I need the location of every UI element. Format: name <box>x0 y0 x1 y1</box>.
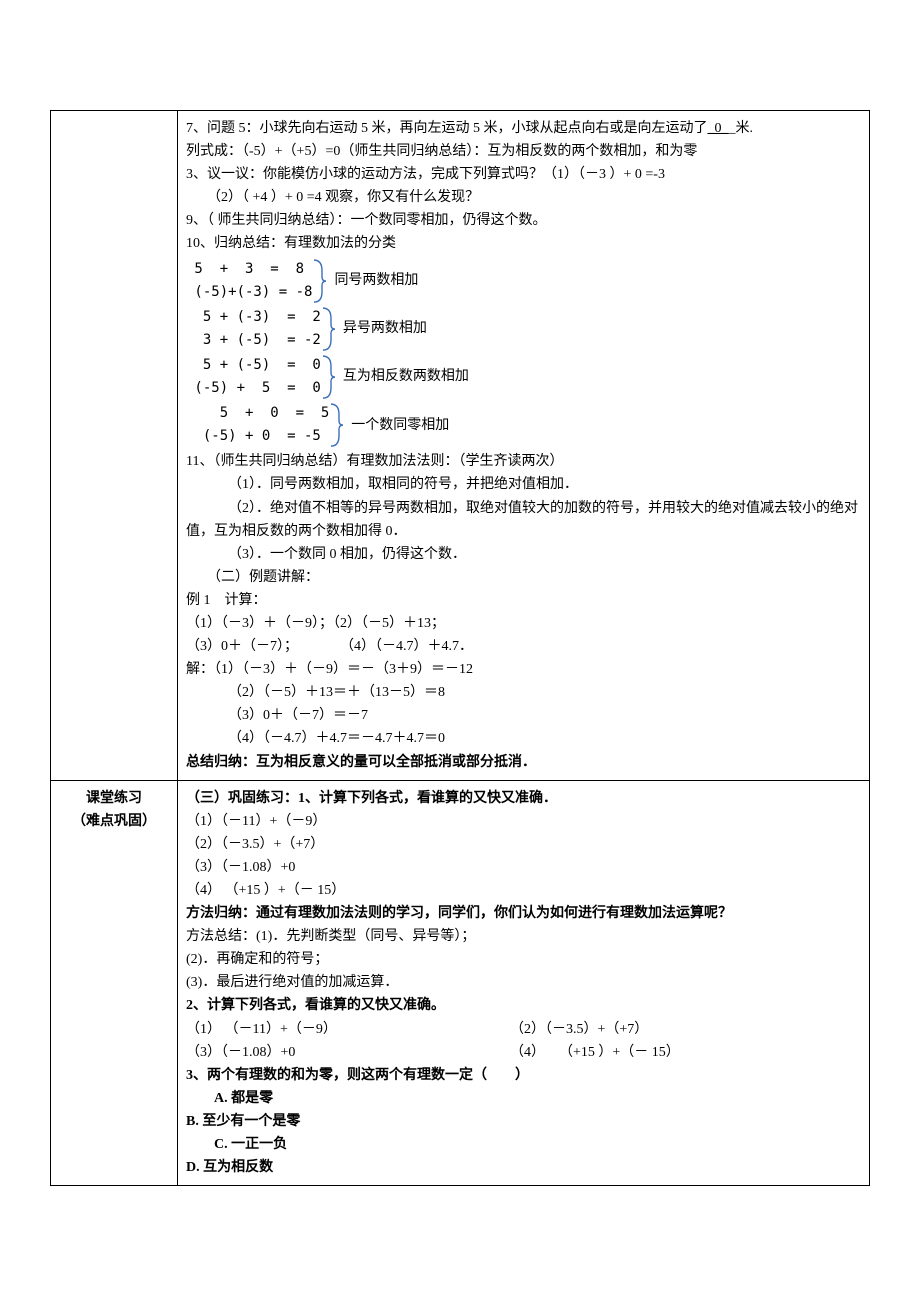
solution-1: 解：（1）（－3）＋（－9）＝－（3＋9）＝－12 <box>186 658 861 681</box>
line-9: 9、（ 师生共同归纳总结）：一个数同零相加，仍得这个数。 <box>186 209 861 232</box>
row1-side <box>51 111 178 781</box>
bracket-icon <box>329 402 343 448</box>
eq4a: 5 + 0 = 5 <box>186 402 329 425</box>
bracket-icon <box>321 354 335 400</box>
eq3b: (-5) + 5 = 0 <box>186 377 321 400</box>
summary: 总结归纳：互为相反意义的量可以全部抵消或部分抵消． <box>186 751 861 774</box>
p1-1: （1）（－11）+（－9） <box>186 810 861 833</box>
practice-2: 2、计算下列各式，看谁算的又快又准确。 <box>186 994 861 1017</box>
label-same-sign: 同号两数相加 <box>334 269 418 292</box>
pair-diff-sign: 5 + (-3) = 2 3 + (-5) = -2 异号两数相加 <box>186 306 861 352</box>
method-2: (2)．再确定和的符号； <box>186 948 861 971</box>
label-opposite: 互为相反数两数相加 <box>343 365 469 388</box>
rule-1: （1）．同号两数相加，取相同的符号，并把绝对值相加． <box>186 473 861 496</box>
q5-prefix: 7、问题 5：小球先向右运动 5 米，再向左运动 5 米，小球从起点向右或是向左… <box>186 121 708 136</box>
question-3: 3、两个有理数的和为零，则这两个有理数一定（ ） <box>186 1064 861 1087</box>
label-zero: 一个数同零相加 <box>351 414 449 437</box>
side-label-2: （难点巩固） <box>59 810 169 833</box>
row2-content: （三）巩固练习：1、计算下列各式，看谁算的又快又准确． （1）（－11）+（－9… <box>178 780 870 1186</box>
classify-block: 5 + 3 = 8 (-5)+(-3) = -8 同号两数相加 5 + (-3)… <box>186 258 861 449</box>
example-line-a: （1）（－3）＋（－9）；（2）（－5）＋13； <box>186 612 861 635</box>
eq2a: 5 + (-3) = 2 <box>186 306 321 329</box>
line-11: 11、（师生共同归纳总结）有理数加法法则：（学生齐读两次） <box>186 450 861 473</box>
label-diff-sign: 异号两数相加 <box>343 317 427 340</box>
option-c: C. 一正一负 <box>186 1133 538 1156</box>
eq1a: 5 + 3 = 8 <box>186 258 312 281</box>
p1-3: （3）（－1.08）+0 <box>186 856 861 879</box>
option-d: D. 互为相反数 <box>186 1156 510 1179</box>
eq3a: 5 + (-5) = 0 <box>186 354 321 377</box>
p1-2: （2）（－3.5）+（+7） <box>186 833 861 856</box>
solution-4: （4）（－4.7）＋4.7＝－4.7＋4.7＝0 <box>186 727 861 750</box>
row1-content: 7、问题 5：小球先向右运动 5 米，再向左运动 5 米，小球从起点向右或是向左… <box>178 111 870 781</box>
lesson-table: 7、问题 5：小球先向右运动 5 米，再向左运动 5 米，小球从起点向右或是向左… <box>50 110 870 1186</box>
practice-title: （三）巩固练习：1、计算下列各式，看谁算的又快又准确． <box>186 787 861 810</box>
option-a: A. 都是零 <box>186 1087 538 1110</box>
p2-3: （3）（－1.08）+0 <box>186 1041 510 1064</box>
option-b: B. 至少有一个是零 <box>186 1110 510 1133</box>
q5-suffix: _米. <box>729 121 754 136</box>
side-label-1: 课堂练习 <box>59 787 169 810</box>
practice-2-grid: （1） （－11）+（－9） （2）（－3.5）+（+7） （3）（－1.08）… <box>186 1018 861 1064</box>
row2-side: 课堂练习 （难点巩固） <box>51 780 178 1186</box>
line-8: 3、议一议：你能模仿小球的运动方法，完成下列算式吗？（1）（－3 ）+ 0 =-… <box>186 163 861 186</box>
mc-options: A. 都是零 B. 至少有一个是零 C. 一正一负 D. 互为相反数 <box>186 1087 861 1179</box>
eq1b: (-5)+(-3) = -8 <box>186 281 312 304</box>
line-7b: 列式成：（-5）+（+5）=0（师生共同归纳总结）：互为相反数的两个数相加，和为… <box>186 140 861 163</box>
p2-2: （2）（－3.5）+（+7） <box>510 1018 834 1041</box>
example-1: 例 1 计算： <box>186 589 861 612</box>
method-1: 方法总结：(1)．先判断类型（同号、异号等）； <box>186 925 861 948</box>
p2-1: （1） （－11）+（－9） <box>186 1018 510 1041</box>
rule-2: （2）．绝对值不相等的异号两数相加，取绝对值较大的加数的符号，并用较大的绝对值减… <box>186 497 861 543</box>
line-10: 10、归纳总结：有理数加法的分类 <box>186 232 861 255</box>
solution-2: （2）（－5）＋13＝＋（13－5）＝8 <box>186 681 861 704</box>
example-title: （二）例题讲解： <box>186 566 861 589</box>
p2-4: （4） （+15 ）+（－ 15） <box>510 1041 834 1064</box>
eq2b: 3 + (-5) = -2 <box>186 329 321 352</box>
pair-opposite: 5 + (-5) = 0 (-5) + 5 = 0 互为相反数两数相加 <box>186 354 861 400</box>
rule-3: （3）．一个数同 0 相加，仍得这个数． <box>186 543 861 566</box>
eq4b: (-5) + 0 = -5 <box>186 425 329 448</box>
bracket-icon <box>312 258 326 304</box>
q5-blank: _0_ <box>708 121 729 136</box>
line-7: 7、问题 5：小球先向右运动 5 米，再向左运动 5 米，小球从起点向右或是向左… <box>186 117 861 140</box>
method-3: (3)．最后进行绝对值的加减运算． <box>186 971 861 994</box>
method-intro: 方法归纳：通过有理数加法法则的学习，同学们，你们认为如何进行有理数加法运算呢？ <box>186 902 861 925</box>
line-8b: （2）（ +4 ）+ 0 =4 观察，你又有什么发现？ <box>186 186 861 209</box>
example-line-b: （3）0＋（－7）； （4）（－4.7）＋4.7． <box>186 635 861 658</box>
p1-4: （4） （+15 ）+（－ 15） <box>186 879 861 902</box>
solution-3: （3）0＋（－7）＝－7 <box>186 704 861 727</box>
pair-zero: 5 + 0 = 5 (-5) + 0 = -5 一个数同零相加 <box>186 402 861 448</box>
bracket-icon <box>321 306 335 352</box>
pair-same-sign: 5 + 3 = 8 (-5)+(-3) = -8 同号两数相加 <box>186 258 861 304</box>
